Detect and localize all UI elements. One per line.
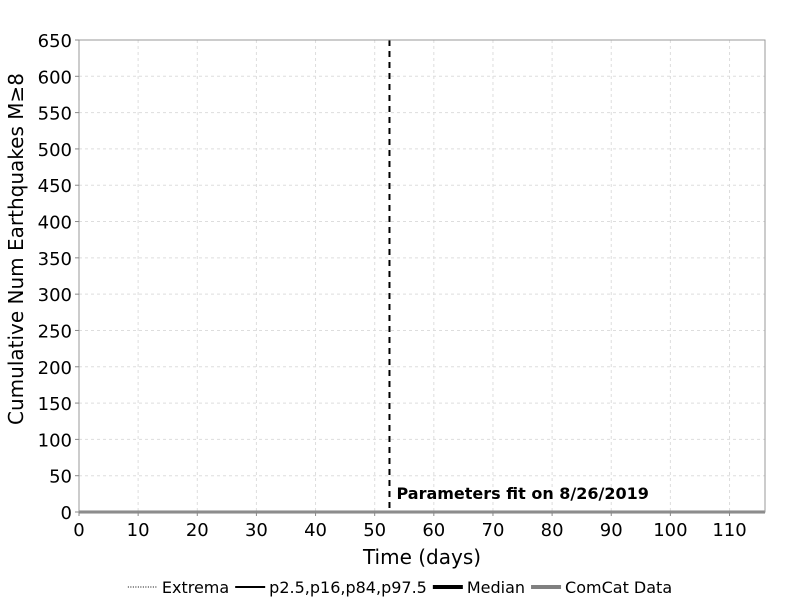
y-tick-label: 150: [38, 394, 72, 415]
y-tick-label: 200: [38, 358, 72, 379]
y-tick-label: 50: [49, 467, 72, 488]
legend-label: p2.5,p16,p84,p97.5: [269, 578, 427, 597]
y-tick-label: 450: [38, 176, 72, 197]
y-tick-label: 500: [38, 140, 72, 161]
legend-label: Median: [467, 578, 525, 597]
x-tick-label: 40: [304, 520, 327, 541]
y-tick-label: 300: [38, 285, 72, 306]
y-tick-label: 350: [38, 249, 72, 270]
x-tick-label: 20: [186, 520, 209, 541]
x-tick-label: 60: [422, 520, 445, 541]
x-tick-label: 0: [73, 520, 84, 541]
x-tick-label: 110: [712, 520, 746, 541]
y-tick-label: 650: [38, 31, 72, 52]
y-tick-label: 100: [38, 430, 72, 451]
y-tick-label: 0: [61, 503, 72, 524]
x-tick-label: 90: [600, 520, 623, 541]
y-tick-label: 400: [38, 213, 72, 234]
y-axis-label: Cumulative Num Earthquakes M≥8: [4, 73, 28, 425]
x-axis-label: Time (days): [362, 545, 481, 569]
x-tick-label: 80: [541, 520, 564, 541]
x-tick-label: 30: [245, 520, 268, 541]
x-tick-label: 50: [363, 520, 386, 541]
annotation-layer: Parameters fit on 8/26/2019: [388, 40, 649, 512]
x-tick-label: 100: [653, 520, 687, 541]
legend-label: ComCat Data: [565, 578, 672, 597]
plot-area: [78, 39, 766, 513]
fit-date-annotation: Parameters fit on 8/26/2019: [396, 484, 648, 503]
legend-label: Extrema: [162, 578, 229, 597]
y-axis: 0 50 100 150 200 250 300 350 400 450 500 550 600 650: [38, 31, 79, 524]
x-axis: 0 10 20 30 40 50 60 70 80 90 100 110: [73, 512, 747, 541]
x-tick-label: 10: [127, 520, 150, 541]
grid-lines: [79, 40, 765, 512]
y-tick-label: 600: [38, 67, 72, 88]
y-tick-label: 550: [38, 104, 72, 125]
y-tick-label: 250: [38, 321, 72, 342]
legend: Extrema p2.5,p16,p84,p97.5 Median ComCat Da…: [127, 578, 672, 597]
x-tick-label: 70: [482, 520, 505, 541]
